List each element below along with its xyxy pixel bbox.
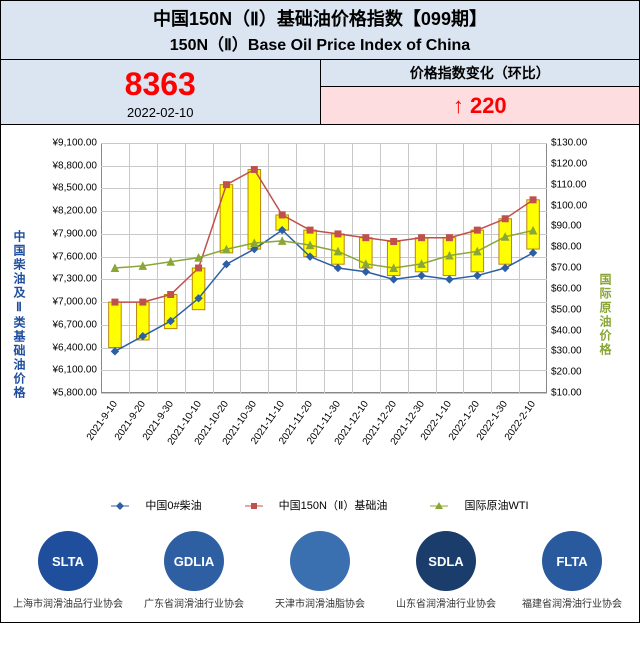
y-left-title: 中国柴油及Ⅱ类基础油价格 <box>11 230 28 400</box>
sponsor-logo: 天津市润滑油脂协会 <box>260 531 380 610</box>
chart-panel: 中国柴油及Ⅱ类基础油价格 国际原油价格 ¥5,800.00 ¥6,100.00 ¥6,4… <box>1 124 639 521</box>
change-label: 价格指数变化（环比） <box>321 60 640 87</box>
y-left-tick: ¥7,900.00 <box>41 228 97 239</box>
price-chart: 中国柴油及Ⅱ类基础油价格 国际原油价格 ¥5,800.00 ¥6,100.00 ¥6,4… <box>9 135 629 495</box>
change-number: 220 <box>470 93 507 119</box>
y-left-tick: ¥8,800.00 <box>41 160 97 171</box>
index-value: 8363 <box>125 66 196 103</box>
y-right-tick: $130.00 <box>551 138 587 149</box>
y-left-tick: ¥9,100.00 <box>41 138 97 149</box>
sponsor-badge: FLTA <box>542 531 602 591</box>
index-date: 2022-02-10 <box>127 105 194 120</box>
y-left-tick: ¥6,100.00 <box>41 365 97 376</box>
legend-wti: 国际原油WTI <box>420 500 538 512</box>
y-right-tick: $100.00 <box>551 200 587 211</box>
sponsor-badge: GDLIA <box>164 531 224 591</box>
kpi-change-panel: 价格指数变化（环比） ↑ 220 <box>321 60 640 124</box>
y-left-tick: ¥8,500.00 <box>41 183 97 194</box>
y-left-tick: ¥8,200.00 <box>41 206 97 217</box>
y-right-tick: $10.00 <box>551 388 582 399</box>
y-right-tick: $60.00 <box>551 283 582 294</box>
sponsor-label: 上海市润滑油品行业协会 <box>13 595 123 610</box>
legend-baseoil: 中国150N（Ⅱ）基础油 <box>235 500 398 512</box>
sponsor-logo: SLTA 上海市润滑油品行业协会 <box>8 531 128 610</box>
y-right-tick: $70.00 <box>551 263 582 274</box>
y-right-tick: $90.00 <box>551 221 582 232</box>
arrow-up-icon: ↑ <box>453 93 464 119</box>
kpi-index-panel: 8363 2022-02-10 <box>1 60 321 124</box>
y-left-tick: ¥6,700.00 <box>41 319 97 330</box>
y-left-tick: ¥6,400.00 <box>41 342 97 353</box>
sponsor-label: 福建省润滑油行业协会 <box>522 595 622 610</box>
y-right-tick: $30.00 <box>551 346 582 357</box>
change-value: ↑ 220 <box>321 87 640 124</box>
y-right-tick: $110.00 <box>551 179 586 190</box>
y-right-tick: $120.00 <box>551 158 587 169</box>
sponsor-badge: SLTA <box>38 531 98 591</box>
sponsor-label: 广东省润滑油行业协会 <box>144 595 244 610</box>
card-header: 中国150N（Ⅱ）基础油价格指数【099期】 150N（Ⅱ）Base Oil P… <box>1 1 639 60</box>
y-right-tick: $20.00 <box>551 367 582 378</box>
kpi-row: 8363 2022-02-10 价格指数变化（环比） ↑ 220 <box>1 60 639 124</box>
index-card: 中国150N（Ⅱ）基础油价格指数【099期】 150N（Ⅱ）Base Oil P… <box>0 0 640 623</box>
y-right-tick: $50.00 <box>551 304 582 315</box>
y-right-tick: $40.00 <box>551 325 582 336</box>
sponsor-logo: GDLIA 广东省润滑油行业协会 <box>134 531 254 610</box>
sponsor-label: 天津市润滑油脂协会 <box>275 595 365 610</box>
y-left-tick: ¥7,300.00 <box>41 274 97 285</box>
sponsor-logo: FLTA 福建省润滑油行业协会 <box>512 531 632 610</box>
legend-diesel: 中国0#柴油 <box>101 500 211 512</box>
legend: 中国0#柴油 中国150N（Ⅱ）基础油 国际原油WTI <box>9 495 631 515</box>
sponsor-label: 山东省润滑油行业协会 <box>396 595 496 610</box>
y-right-tick: $80.00 <box>551 242 582 253</box>
title-en: 150N（Ⅱ）Base Oil Price Index of China <box>1 31 639 55</box>
y-left-tick: ¥7,600.00 <box>41 251 97 262</box>
title-cn: 中国150N（Ⅱ）基础油价格指数【099期】 <box>1 5 639 31</box>
y-right-title: 国际原油价格 <box>597 273 614 357</box>
sponsor-logo: SDLA 山东省润滑油行业协会 <box>386 531 506 610</box>
y-left-tick: ¥5,800.00 <box>41 388 97 399</box>
sponsor-logos: SLTA 上海市润滑油品行业协会 GDLIA 广东省润滑油行业协会 天津市润滑油脂协会 S… <box>1 521 639 622</box>
sponsor-badge <box>290 531 350 591</box>
y-left-tick: ¥7,000.00 <box>41 297 97 308</box>
sponsor-badge: SDLA <box>416 531 476 591</box>
